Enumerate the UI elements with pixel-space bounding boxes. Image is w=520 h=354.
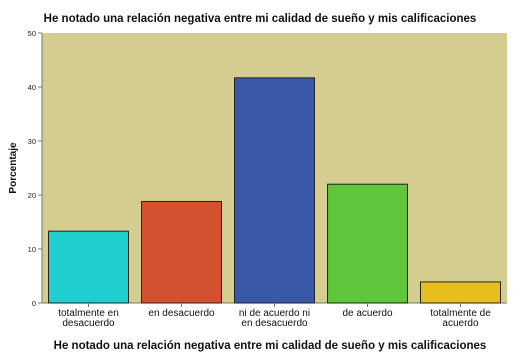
x-category-label: en desacuerdo bbox=[148, 308, 215, 319]
y-axis-label: Porcentaje bbox=[8, 142, 19, 194]
y-tick-label: 40 bbox=[28, 83, 36, 92]
x-category-label-line: totalmente de bbox=[430, 308, 491, 319]
y-tick-label: 10 bbox=[28, 245, 36, 254]
x-category-label: ni de acuerdo ni en desacuerdo bbox=[239, 308, 310, 329]
y-axis: 0 10 20 30 40 50 bbox=[28, 29, 42, 308]
bar-0 bbox=[48, 230, 129, 304]
x-category-label-line: en desacuerdo bbox=[241, 318, 308, 329]
y-tick-label: 30 bbox=[28, 137, 36, 146]
x-category-label-line: ni de acuerdo ni bbox=[239, 308, 310, 319]
chart-title: He notado una relación negativa entre mi… bbox=[44, 13, 477, 25]
x-category-label-line: totalmente en bbox=[58, 308, 119, 319]
bar-1 bbox=[141, 200, 222, 304]
y-tick-label: 20 bbox=[28, 191, 36, 200]
bar-2 bbox=[234, 77, 315, 304]
x-category-label-line: desacuerdo bbox=[62, 318, 115, 329]
bars-group bbox=[48, 77, 501, 304]
x-category-label: totalmente de acuerdo bbox=[430, 308, 491, 329]
x-category-label-line: de acuerdo bbox=[342, 308, 392, 319]
x-category-label: totalmente en desacuerdo bbox=[58, 308, 119, 329]
x-category-label-line: acuerdo bbox=[442, 318, 479, 329]
y-tick-label: 0 bbox=[32, 299, 36, 308]
x-category-label: de acuerdo bbox=[342, 308, 392, 319]
x-axis-label: He notado una relación negativa entre mi… bbox=[54, 340, 487, 352]
bar-4 bbox=[420, 281, 501, 304]
x-category-label-line: en desacuerdo bbox=[148, 308, 215, 319]
y-tick-label: 50 bbox=[28, 29, 36, 38]
bar-3 bbox=[327, 183, 408, 304]
